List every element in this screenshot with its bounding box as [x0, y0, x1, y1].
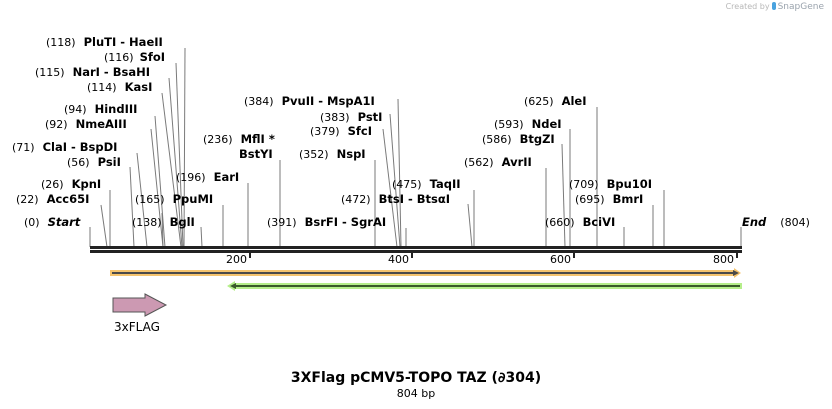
svg-text:(26)KpnI: (26) KpnI: [41, 177, 101, 191]
site-labels: (118) PluTI - HaeII (116) SfoI (115) NarI -…: [12, 35, 810, 229]
svg-text:(196)EarI: (196) EarI: [176, 170, 239, 184]
orange-forward-feature[interactable]: [110, 268, 741, 278]
tick-label-600: 600: [550, 253, 571, 266]
watermark-brand: SnapGene: [777, 2, 824, 12]
svg-text:(71)ClaI - BspDI: (71) ClaI - BspDI: [12, 140, 117, 154]
svg-text:(709)Bpu10I: (709) Bpu10I: [569, 177, 652, 191]
svg-text:(165)PpuMI: (165) PpuMI: [135, 192, 213, 206]
snapgene-logo-icon: [771, 2, 776, 10]
snapgene-watermark: Created by SnapGene: [726, 2, 824, 12]
flag-feature-label: 3xFLAG: [114, 320, 160, 334]
backbone-bottom-strand: [90, 250, 742, 253]
tick-label-200: 200: [226, 253, 247, 266]
green-reverse-feature[interactable]: [227, 281, 742, 291]
svg-text:(586)BtgZI: (586) BtgZI: [482, 132, 555, 146]
svg-text:End(804): End (804): [742, 215, 810, 229]
svg-text:(391)BsrFI - SgrAI: (391) BsrFI - SgrAI: [267, 215, 386, 229]
svg-text:(695)BmrI: (695) BmrI: [575, 192, 643, 206]
svg-text:(94)HindIII: (94) HindIII: [64, 102, 137, 116]
tick-label-800: 800: [713, 253, 734, 266]
map-title: 3XFlag pCMV5-TOPO TAZ (∂304): [290, 370, 542, 386]
svg-text:(384)PvuII - MspA1I: (384) PvuII - MspA1I: [244, 94, 375, 108]
flag-feature-arrow[interactable]: [112, 293, 168, 317]
svg-text:(593)NdeI: (593) NdeI: [494, 117, 562, 131]
svg-text:(472)BtsI - BtsαI: (472) BtsI - BtsαI: [341, 192, 450, 206]
watermark-prefix: Created by: [725, 2, 770, 11]
scale-tick-labels: 200 400 600 800: [226, 253, 734, 266]
svg-text:(475)TaqII: (475) TaqII: [392, 177, 461, 191]
svg-text:(114)KasI: (114) KasI: [87, 80, 152, 94]
svg-text:(352)NspI: (352) NspI: [299, 147, 366, 161]
svg-text:(660)BciVI: (660) BciVI: [545, 215, 615, 229]
svg-text:(138)BglI: (138) BglI: [132, 215, 195, 229]
svg-text:(562)AvrII: (562) AvrII: [464, 155, 532, 169]
svg-text:(625)AleI: (625) AleI: [524, 94, 587, 108]
svg-text:(115)NarI - BsaHI: (115) NarI - BsaHI: [35, 65, 150, 79]
svg-text:(236)MflI *: (236) MflI *: [203, 132, 275, 146]
svg-text:(118)PluTI - HaeII: (118) PluTI - HaeII: [46, 35, 163, 49]
svg-text:(92)NmeAIII: (92) NmeAIII: [45, 117, 127, 131]
svg-text:(383)PstI: (383) PstI: [320, 110, 382, 124]
map-length: 804 bp: [396, 387, 436, 400]
svg-text:BstYI: BstYI: [239, 147, 273, 161]
svg-text:(56)PsiI: (56) PsiI: [67, 155, 121, 169]
tick-label-400: 400: [388, 253, 409, 266]
svg-text:(0)Start: (0) Start: [24, 215, 81, 229]
svg-text:(22)Acc65I: (22) Acc65I: [16, 192, 89, 206]
scale-ticks: [249, 252, 738, 258]
backbone-top-strand: [90, 246, 742, 249]
site-leader-lines: [89, 47, 742, 248]
svg-text:(379)SfcI: (379) SfcI: [310, 124, 372, 138]
svg-text:(116)SfoI: (116) SfoI: [104, 50, 165, 64]
